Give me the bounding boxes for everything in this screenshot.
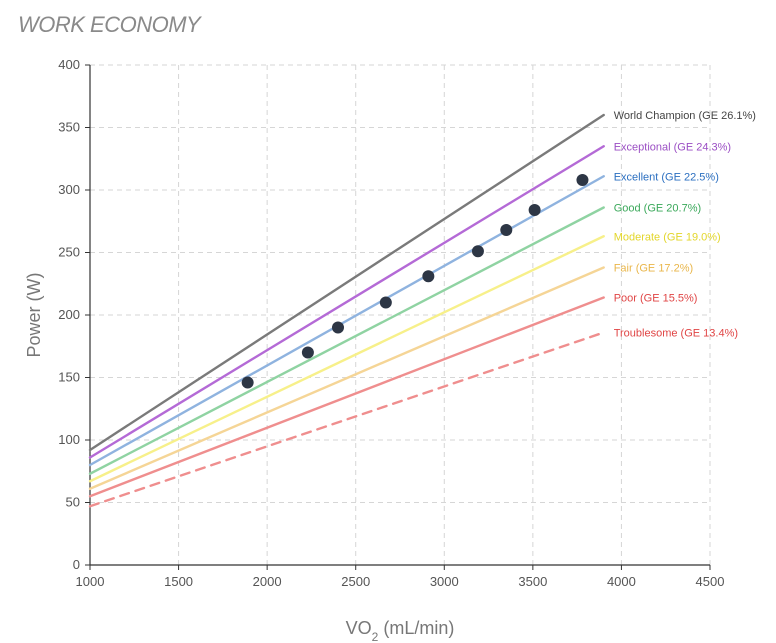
series-line <box>88 206 605 475</box>
data-point <box>500 224 513 236</box>
series-line <box>88 266 605 490</box>
data-point <box>241 376 254 389</box>
x-tick-label: 3500 <box>518 574 547 589</box>
y-tick-label: 400 <box>58 57 80 72</box>
y-tick-label: 350 <box>58 120 80 135</box>
y-tick-label: 250 <box>58 245 80 260</box>
series-line <box>88 235 605 483</box>
y-tick-label: 100 <box>58 432 80 447</box>
data-point <box>422 270 435 283</box>
axes: 1000 1500 2000 2500 3000 3500 4000 4500 0 50 100 15… <box>58 57 724 589</box>
data-point <box>332 321 344 334</box>
y-tick-label: 50 <box>66 495 80 510</box>
chart-title: WORK ECONOMY <box>18 12 201 37</box>
series-label: Poor (GE 15.5%) <box>614 293 698 305</box>
data-point <box>379 296 392 309</box>
y-tick-label: 150 <box>58 370 80 385</box>
series-line <box>88 175 605 467</box>
x-tick-label: 1000 <box>76 574 105 589</box>
y-tick-label: 300 <box>58 182 80 197</box>
data-point <box>576 174 589 186</box>
y-tick-label: 200 <box>58 307 80 322</box>
data-point <box>528 204 541 216</box>
series-label: Fair (GE 17.2%) <box>614 263 693 275</box>
x-tick-label: 3000 <box>430 574 459 589</box>
data-point <box>471 245 484 258</box>
series-line <box>88 113 605 452</box>
x-tick-label: 4000 <box>607 574 636 589</box>
x-tick-label: 2000 <box>253 574 282 589</box>
x-tick-label: 2500 <box>341 574 370 589</box>
series-label: Troublesome (GE 13.4%) <box>614 328 738 340</box>
y-tick-label: 0 <box>73 557 80 572</box>
series-line <box>88 296 605 498</box>
series-label: Moderate (GE 19.0%) <box>614 231 721 243</box>
series-label: Excellent (GE 22.5%) <box>614 171 719 183</box>
data-point <box>301 346 314 359</box>
series-line <box>88 145 605 459</box>
series-lines <box>88 113 605 508</box>
x-tick-label: 1500 <box>164 574 193 589</box>
y-axis-label: Power (W) <box>24 273 44 358</box>
series-line <box>88 331 605 508</box>
x-axis-label: VO2 (mL/min) <box>346 618 455 643</box>
series-label: World Champion (GE 26.1%) <box>614 110 756 122</box>
series-label: Exceptional (GE 24.3%) <box>614 141 731 153</box>
series-labels: World Champion (GE 26.1%) Exceptional (GE… <box>614 110 756 340</box>
series-label: Good (GE 20.7%) <box>614 203 701 215</box>
x-tick-label: 4500 <box>696 574 725 589</box>
grid <box>90 64 711 565</box>
data-points <box>241 174 589 389</box>
